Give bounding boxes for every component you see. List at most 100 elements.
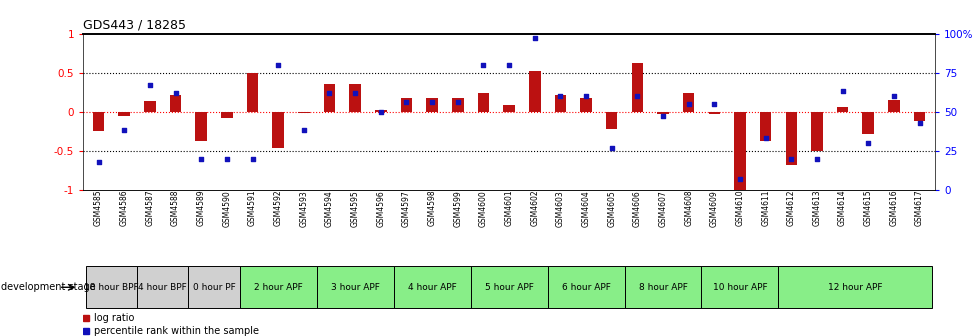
Point (116, 128, 132, 133)
Point (194, 156, 209, 161)
Text: GSM4597: GSM4597 (402, 190, 411, 226)
Bar (683, 93, 693, 112)
Point (552, 93, 567, 99)
Text: GSM4611: GSM4611 (760, 190, 770, 226)
Text: GSM4585: GSM4585 (94, 190, 103, 226)
Point (808, 156, 823, 161)
FancyBboxPatch shape (188, 266, 240, 308)
Bar (246, 73, 258, 112)
Point (911, 120, 926, 125)
Bar (862, 112, 873, 134)
Bar (580, 98, 592, 112)
Bar (375, 110, 386, 112)
FancyBboxPatch shape (316, 266, 393, 308)
Bar (503, 106, 514, 112)
Point (629, 93, 645, 99)
Text: GSM4600: GSM4600 (478, 190, 487, 226)
Text: 18 hour BPF: 18 hour BPF (84, 283, 139, 292)
Bar (555, 94, 565, 112)
FancyBboxPatch shape (470, 266, 547, 308)
Text: GSM4594: GSM4594 (325, 190, 333, 226)
Text: development stage: development stage (1, 282, 96, 292)
Point (834, 89, 850, 94)
Bar (912, 112, 924, 121)
Text: GDS443 / 18285: GDS443 / 18285 (83, 18, 186, 31)
Point (706, 101, 722, 107)
Text: GSM4605: GSM4605 (606, 190, 615, 226)
Bar (631, 63, 643, 112)
Point (270, 62, 286, 68)
Text: GSM4615: GSM4615 (863, 190, 871, 226)
Text: GSM4586: GSM4586 (119, 190, 129, 226)
Bar (196, 112, 206, 141)
Text: GSM4590: GSM4590 (222, 190, 231, 226)
FancyBboxPatch shape (547, 266, 624, 308)
Text: GSM4598: GSM4598 (427, 190, 436, 226)
Text: 0 hour PF: 0 hour PF (193, 283, 235, 292)
Text: GSM4614: GSM4614 (837, 190, 846, 226)
Text: GSM4595: GSM4595 (350, 190, 359, 226)
Point (244, 156, 260, 161)
Text: GSM4603: GSM4603 (556, 190, 564, 226)
Bar (297, 112, 309, 113)
Bar (221, 112, 233, 118)
Point (295, 128, 311, 133)
Point (167, 90, 183, 96)
Point (732, 176, 747, 181)
Bar (425, 98, 437, 112)
Text: GSM4616: GSM4616 (888, 190, 898, 226)
Point (885, 93, 901, 99)
Bar (477, 93, 489, 112)
FancyBboxPatch shape (86, 266, 137, 308)
Point (782, 156, 798, 161)
Text: GSM4587: GSM4587 (146, 190, 155, 226)
Text: 5 hour APF: 5 hour APF (484, 283, 533, 292)
Point (654, 114, 670, 119)
Bar (836, 107, 848, 112)
Point (322, 90, 337, 96)
Point (450, 100, 466, 105)
Bar (528, 71, 540, 112)
Bar (169, 94, 181, 112)
Point (219, 156, 235, 161)
Text: GSM4593: GSM4593 (299, 190, 308, 226)
Bar (734, 112, 745, 190)
Bar (144, 101, 156, 112)
Text: GSM4607: GSM4607 (658, 190, 667, 226)
Text: GSM4606: GSM4606 (632, 190, 642, 226)
Text: 4 hour APF: 4 hour APF (407, 283, 456, 292)
Bar (400, 98, 412, 112)
Text: GSM4613: GSM4613 (812, 190, 821, 226)
Text: GSM4599: GSM4599 (453, 190, 462, 226)
FancyBboxPatch shape (393, 266, 470, 308)
Point (680, 101, 695, 107)
Point (91, 159, 107, 164)
Bar (784, 112, 796, 165)
Point (398, 100, 414, 105)
Point (501, 62, 516, 68)
Text: GSM4610: GSM4610 (734, 190, 743, 226)
Bar (887, 100, 899, 112)
Text: 8 hour APF: 8 hour APF (638, 283, 687, 292)
Text: GSM4592: GSM4592 (274, 190, 283, 226)
Bar (324, 84, 334, 112)
Point (578, 93, 594, 99)
Text: GSM4602: GSM4602 (530, 190, 539, 226)
Text: GSM4591: GSM4591 (247, 190, 257, 226)
FancyBboxPatch shape (701, 266, 778, 308)
Point (475, 62, 491, 68)
FancyBboxPatch shape (137, 266, 188, 308)
Text: GSM4588: GSM4588 (171, 190, 180, 226)
Text: GSM4612: GSM4612 (786, 190, 795, 226)
Text: 6 hour APF: 6 hour APF (561, 283, 610, 292)
Point (603, 145, 619, 150)
Text: 3 hour APF: 3 hour APF (331, 283, 379, 292)
Text: GSM4604: GSM4604 (581, 190, 590, 226)
Text: GSM4601: GSM4601 (504, 190, 513, 226)
Bar (656, 112, 668, 114)
FancyBboxPatch shape (240, 266, 316, 308)
Text: GSM4596: GSM4596 (376, 190, 385, 226)
Bar (811, 112, 822, 151)
Text: log ratio: log ratio (94, 313, 134, 323)
FancyBboxPatch shape (778, 266, 931, 308)
